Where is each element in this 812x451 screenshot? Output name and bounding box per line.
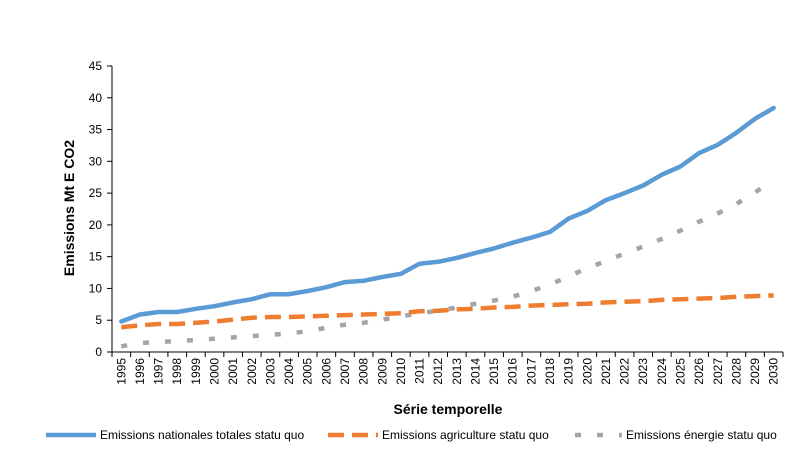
legend: Emissions nationales totales statu quo Em…	[46, 428, 777, 442]
x-tick-label: 2008	[357, 358, 371, 385]
x-tick-label: 1998	[170, 358, 184, 385]
x-tick-label: 2006	[319, 358, 333, 385]
x-tick-label: 2030	[767, 358, 781, 385]
legend-label-3: Emissions énergie statu quo	[626, 428, 777, 442]
x-tick-label: 2017	[524, 358, 538, 385]
x-tick-label: 2015	[487, 358, 501, 385]
series-line-2	[121, 293, 774, 330]
x-tick-label: 2020	[580, 358, 594, 385]
x-tick-label: 2028	[729, 358, 743, 385]
y-tick-label: 40	[89, 91, 103, 105]
y-tick-label: 25	[89, 186, 103, 200]
x-tick-label: 2013	[450, 358, 464, 385]
y-tick-label: 15	[89, 250, 103, 264]
y-tick-label: 0	[95, 345, 102, 359]
x-tick-label: 2016	[506, 358, 520, 385]
x-tick-label: 2021	[599, 358, 613, 385]
x-tick-label: 2019	[562, 358, 576, 385]
x-tick-label: 2023	[636, 358, 650, 385]
legend-label-2: Emissions agriculture statu quo	[382, 428, 549, 442]
y-axis: 0 5 10 15 20 25 30 35 40 45	[89, 59, 113, 359]
y-tick-label: 35	[89, 123, 103, 137]
x-tick-label: 2003	[263, 358, 277, 385]
x-tick-label: 2029	[748, 358, 762, 385]
y-tick-label: 45	[89, 59, 103, 73]
y-tick-label: 20	[89, 218, 103, 232]
x-tick-label: 2004	[282, 358, 296, 385]
legend-label-1: Emissions nationales totales statu quo	[100, 428, 304, 442]
x-tick-label: 2009	[375, 358, 389, 385]
x-tick-label: 2007	[338, 358, 352, 385]
x-tick-label: 2000	[208, 358, 222, 385]
x-tick-label: 2010	[394, 358, 408, 385]
x-tick-label: 2027	[711, 358, 725, 385]
x-tick-label: 1995	[114, 358, 128, 385]
x-tick-label: 2022	[618, 358, 632, 385]
y-tick-label: 5	[95, 313, 102, 327]
x-tick-label: 1997	[152, 358, 166, 385]
x-tick-label: 2001	[226, 358, 240, 385]
plot-lines	[119, 105, 776, 349]
series-line-1	[119, 105, 776, 324]
x-tick-label: 2014	[468, 358, 482, 385]
x-tick-label: 2024	[655, 358, 669, 385]
x-tick-label: 2011	[413, 358, 427, 384]
x-tick-label: 2018	[543, 358, 557, 385]
x-tick-label: 1996	[133, 358, 147, 385]
x-tick-label: 2012	[431, 358, 445, 385]
y-tick-label: 10	[89, 281, 103, 295]
x-tick-label: 2025	[673, 358, 687, 385]
x-tick-label: 1999	[189, 358, 203, 385]
x-tick-label: 2005	[301, 358, 315, 385]
x-tick-label: 2026	[692, 358, 706, 385]
y-axis-title: Emissions Mt E CO2	[61, 140, 77, 276]
x-axis: 1995 1996 1997 1998 1999 2000 2001 2002 2003 2004…	[111, 351, 784, 385]
y-tick-label: 30	[89, 154, 103, 168]
x-tick-label: 2002	[245, 358, 259, 385]
x-axis-title: Série temporelle	[394, 401, 503, 417]
